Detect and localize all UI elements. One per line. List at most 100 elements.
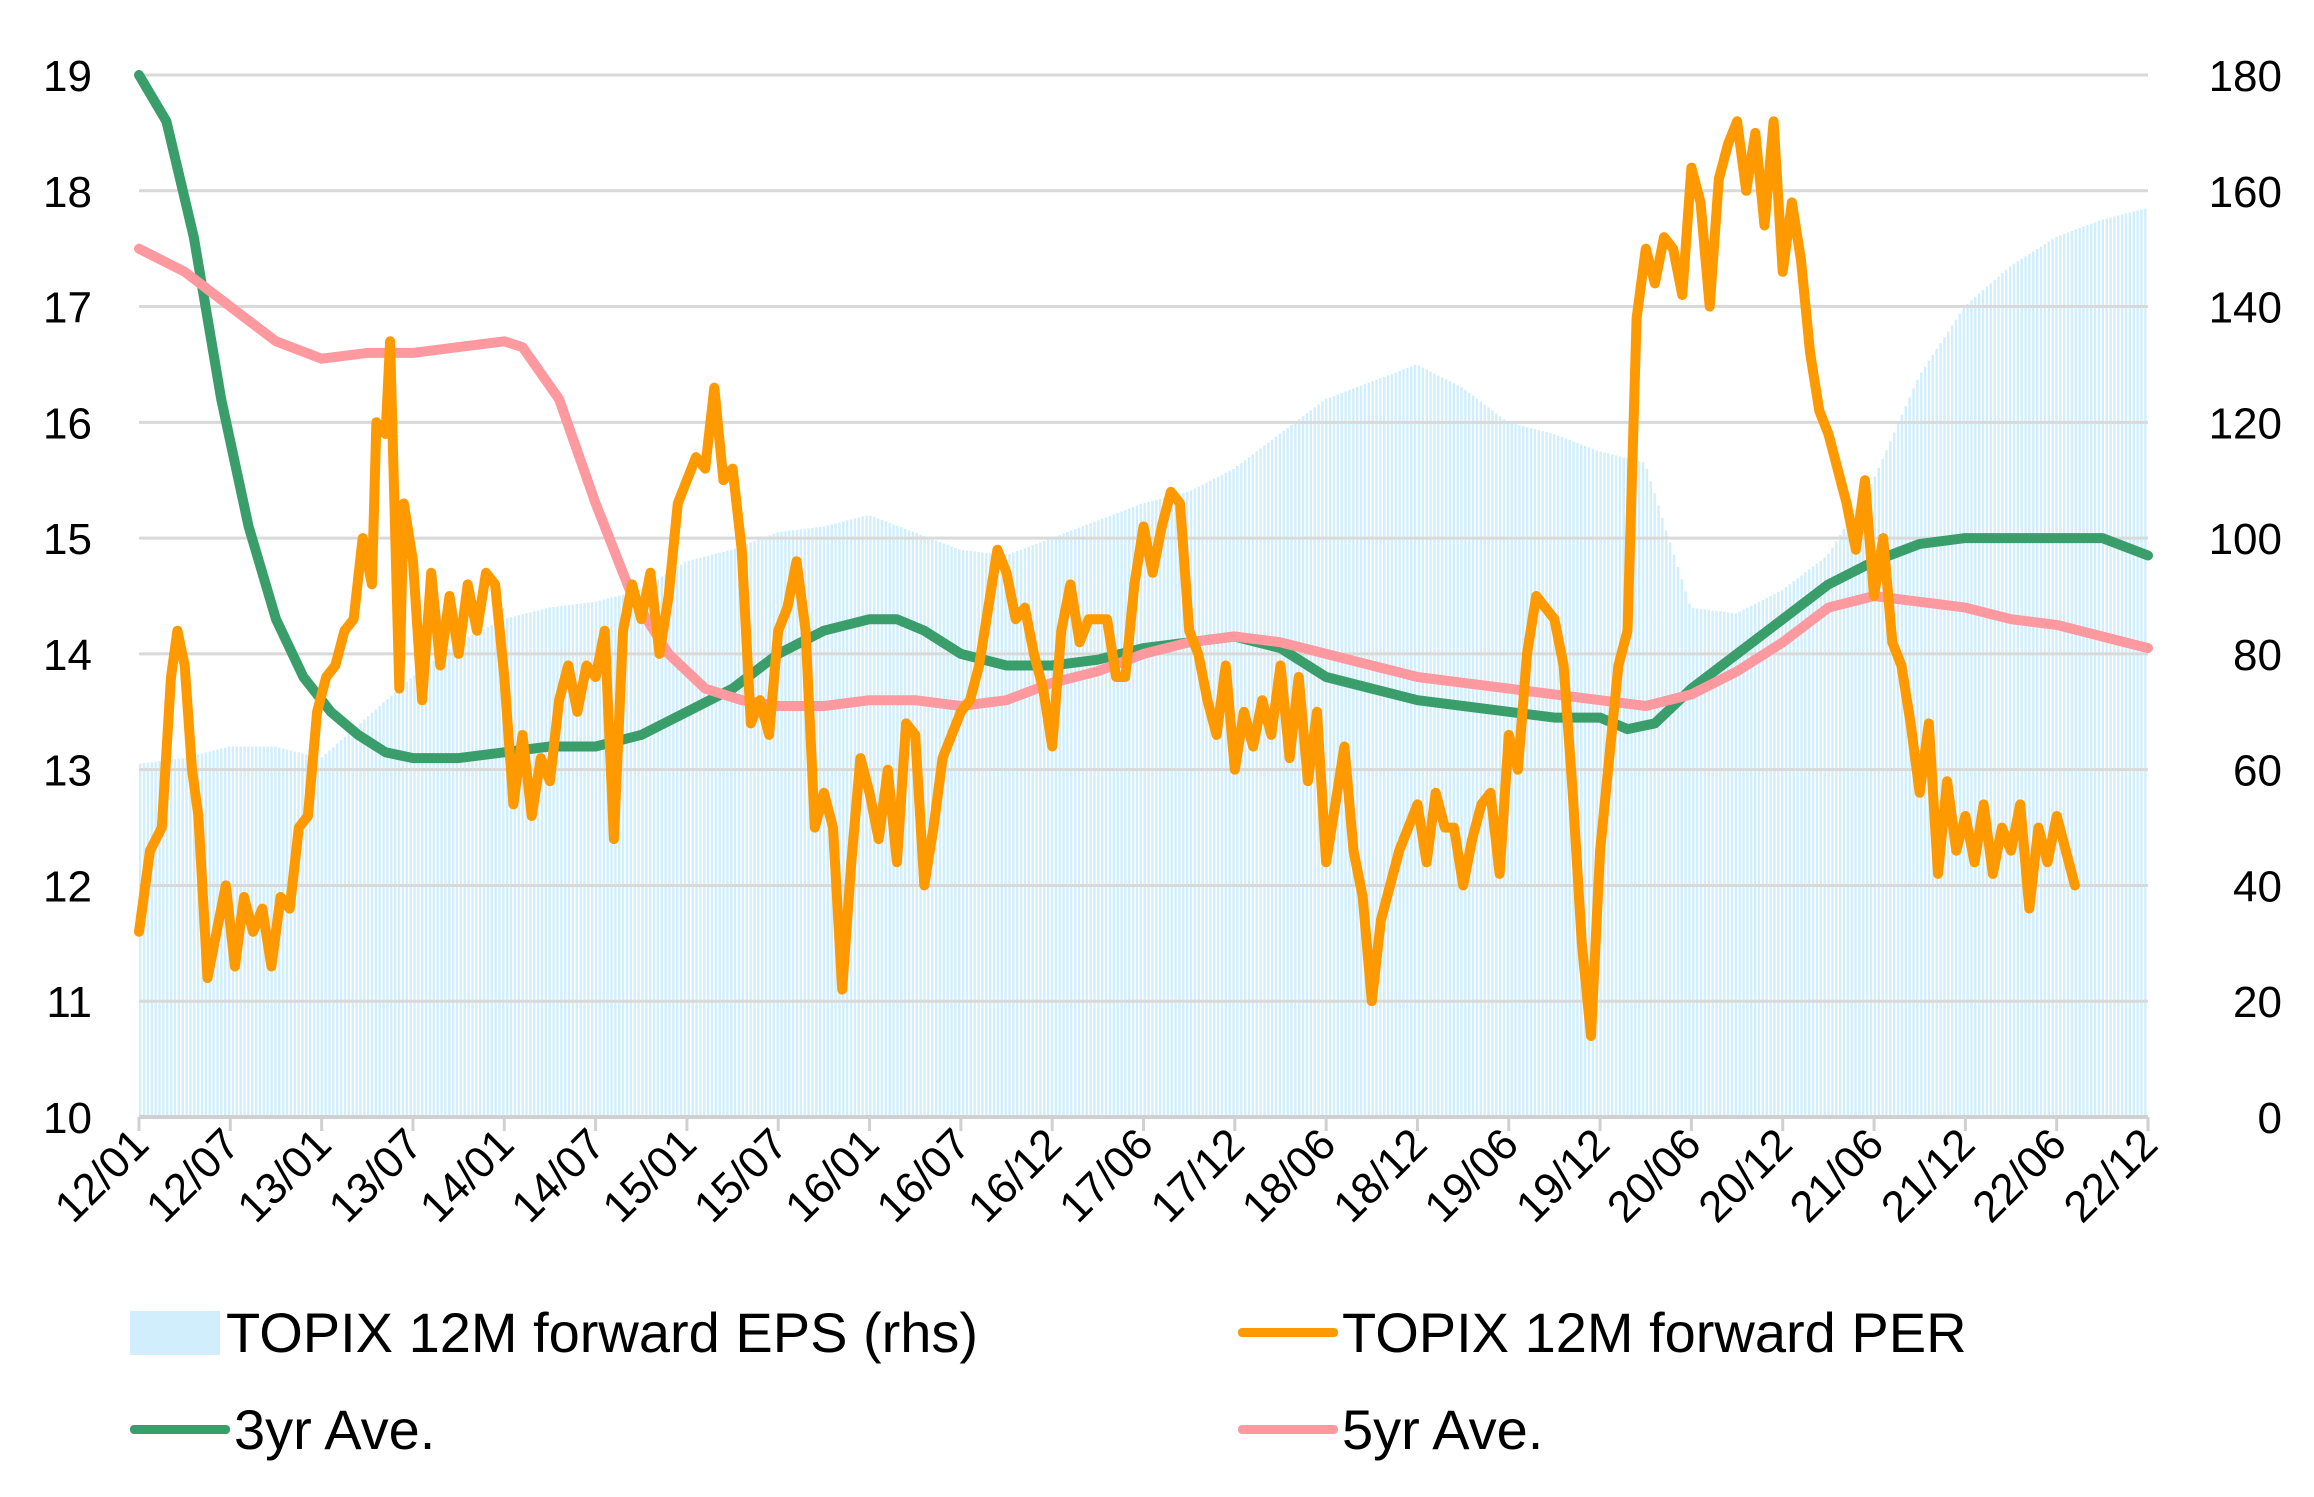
eps-bar [691,559,694,1117]
eps-bar [506,618,509,1117]
eps-bar [401,685,405,1117]
eps-bar [1213,478,1216,1117]
eps-bar [1437,375,1440,1117]
eps-bar [1259,448,1262,1117]
eps-bar [1858,503,1861,1118]
eps-bar [285,749,289,1117]
eps-bar [1278,433,1282,1117]
eps-bar [1904,406,1907,1118]
eps-bar [784,531,787,1117]
eps-bar [355,726,358,1117]
eps-bar [621,594,625,1117]
eps-bar [981,552,984,1117]
eps-bar [1815,563,1819,1117]
eps-bar [633,591,636,1117]
eps-bar [1058,535,1061,1117]
eps-bar [1232,468,1235,1117]
eps-bar [2008,266,2012,1117]
eps-bar [614,596,617,1117]
eps-bar [339,740,343,1117]
x-tick-label: 17/06 [1050,1119,1163,1232]
x-tick-label: 20/12 [1689,1119,1802,1232]
eps-bar [1166,497,1170,1117]
eps-bar [1788,584,1792,1117]
eps-bar [1267,442,1270,1118]
eps-bar [139,763,142,1117]
eps-bar [1638,461,1641,1117]
legend-swatch-per [1238,1328,1338,1337]
eps-bar [1332,395,1336,1117]
eps-bar [1394,372,1398,1117]
eps-bar [1012,552,1015,1117]
eps-bar [988,553,992,1117]
eps-bar [281,748,285,1117]
eps-bar [1282,430,1285,1117]
eps-bar [2074,229,2077,1117]
eps-bar [1220,474,1224,1117]
eps-bar [1707,609,1710,1117]
y-right-tick-label: 140 [2209,284,2282,333]
eps-bar [397,688,401,1117]
eps-bar [664,574,667,1117]
eps-bar [343,736,347,1117]
eps-bar [1784,587,1788,1117]
eps-bar [1935,349,1938,1117]
x-tick-label: 20/06 [1598,1119,1711,1232]
eps-bar [1576,442,1579,1117]
eps-bar [169,759,173,1117]
eps-bar [1193,488,1197,1117]
eps-bar [2097,220,2101,1117]
eps-bar [1665,530,1668,1117]
eps-bar [803,528,806,1117]
eps-bar [1862,496,1865,1117]
eps-bar [413,675,416,1117]
eps-bar [1556,435,1560,1118]
eps-bar [308,755,312,1117]
eps-bar [656,579,660,1117]
eps-bar [1128,508,1131,1117]
eps-bar [162,760,165,1117]
eps-bar [2051,239,2054,1117]
eps-bar [1773,594,1776,1117]
eps-bar [1719,611,1722,1117]
eps-bar [1031,545,1034,1117]
eps-bar [699,557,702,1117]
eps-bar [1808,569,1811,1117]
eps-bar [1286,427,1289,1117]
eps-bar [467,636,470,1117]
eps-bar [1958,313,1962,1117]
eps-bar [409,678,412,1117]
x-tick-label: 19/06 [1415,1119,1528,1232]
legend-label: 5yr Ave. [1342,1398,1544,1461]
eps-bar [421,669,424,1117]
eps-bar [772,533,776,1117]
eps-bar [1981,290,1985,1117]
eps-bar [540,609,544,1117]
eps-bar [1800,575,1803,1117]
eps-bar [1549,433,1552,1118]
eps-bar [1769,596,1772,1117]
eps-bar [1375,379,1378,1117]
y-left-tick-label: 16 [43,399,92,448]
eps-bar [1201,484,1204,1118]
eps-bar [602,599,606,1117]
eps-bar [1116,512,1119,1117]
eps-bar [1587,447,1591,1117]
eps-bar [1553,434,1556,1118]
eps-bar [1908,397,1911,1117]
eps-bar [1027,546,1030,1117]
eps-bar [753,541,756,1117]
eps-bar [1398,370,1401,1117]
eps-bar [1947,331,1950,1117]
eps-bar [1869,484,1873,1117]
eps-bar [1336,394,1340,1117]
x-tick-label: 18/12 [1324,1119,1437,1232]
eps-bar [1097,520,1100,1117]
series-line-3yr-ave- [134,70,2153,764]
eps-bar [1893,432,1896,1117]
eps-bar [761,538,764,1117]
eps-bar [583,603,586,1117]
legend-item-per: TOPIX 12M forward PER [1238,1300,1967,1365]
eps-bar [1993,279,1996,1117]
eps-bar [1954,319,1958,1118]
